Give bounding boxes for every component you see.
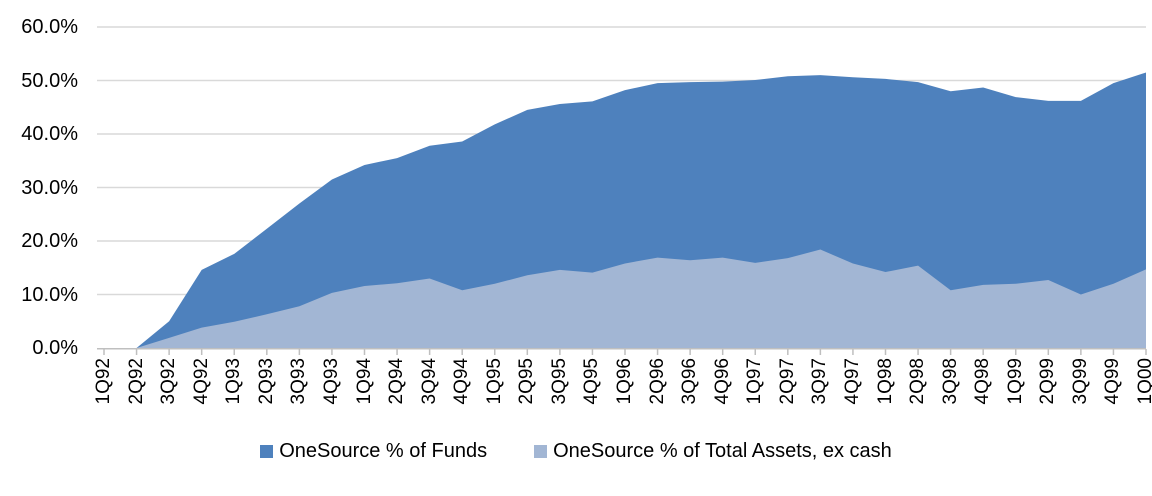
x-tick-label: 4Q92	[190, 358, 212, 405]
y-tick-label: 20.0%	[21, 230, 78, 252]
x-tick-label: 2Q93	[255, 358, 277, 405]
y-tick-label: 30.0%	[21, 176, 78, 199]
x-tick-label: 4Q93	[320, 358, 342, 405]
y-tick-label: 40.0%	[21, 123, 78, 145]
x-tick-label: 2Q97	[776, 358, 798, 405]
x-tick-label: 1Q92	[93, 358, 114, 405]
x-tick-label: 2Q94	[386, 358, 408, 405]
y-tick-label: 50.0%	[21, 69, 78, 92]
x-tick-label: 3Q99	[1069, 358, 1091, 405]
x-tick-label: 3Q98	[939, 358, 961, 405]
x-tick-label: 2Q96	[646, 358, 668, 405]
legend-entry-total-assets: OneSource % of Total Assets, ex cash	[534, 440, 892, 463]
x-tick-label: 3Q94	[418, 358, 440, 405]
x-tick-label: 1Q97	[744, 358, 766, 405]
x-tick-label: 4Q94	[451, 358, 473, 405]
legend: OneSource % of Funds OneSource % of Tota…	[0, 438, 1152, 464]
legend-swatch-funds	[260, 444, 274, 458]
x-tick-label: 1Q98	[874, 358, 896, 405]
x-tick-label: 1Q00	[1135, 358, 1152, 405]
x-tick-label: 4Q95	[581, 358, 603, 405]
x-tick-label: 4Q97	[841, 358, 863, 405]
x-tick-label: 3Q95	[548, 358, 570, 405]
x-tick-label: 3Q93	[288, 358, 310, 405]
y-tick-label: 10.0%	[21, 283, 78, 306]
legend-label-total-assets: OneSource % of Total Assets, ex cash	[553, 439, 892, 462]
x-tick-label: 2Q95	[516, 358, 538, 405]
y-tick-label: 0.0%	[32, 337, 78, 359]
x-tick-label: 1Q96	[614, 358, 635, 405]
x-tick-label: 3Q96	[679, 358, 701, 405]
x-tick-label: 1Q93	[223, 358, 245, 405]
x-tick-label: 4Q99	[1102, 358, 1124, 405]
legend-label-funds: OneSource % of Funds	[279, 439, 488, 462]
x-tick-label: 1Q94	[353, 358, 375, 405]
x-tick-label: 4Q96	[711, 358, 733, 405]
area-series-1	[104, 249, 1146, 348]
x-tick-label: 2Q99	[1037, 358, 1059, 405]
legend-swatch-total-assets	[534, 444, 548, 458]
x-tick-label: 1Q95	[483, 358, 505, 405]
x-tick-label: 2Q98	[907, 358, 929, 405]
legend-entry-funds: OneSource % of Funds	[260, 440, 487, 463]
y-tick-label: 60.0%	[21, 16, 78, 38]
x-tick-label: 4Q98	[972, 358, 994, 405]
x-tick-label: 2Q92	[125, 358, 147, 405]
x-tick-label: 3Q97	[809, 358, 831, 405]
x-tick-label: 1Q99	[1004, 358, 1026, 405]
x-tick-label: 3Q92	[158, 358, 180, 405]
